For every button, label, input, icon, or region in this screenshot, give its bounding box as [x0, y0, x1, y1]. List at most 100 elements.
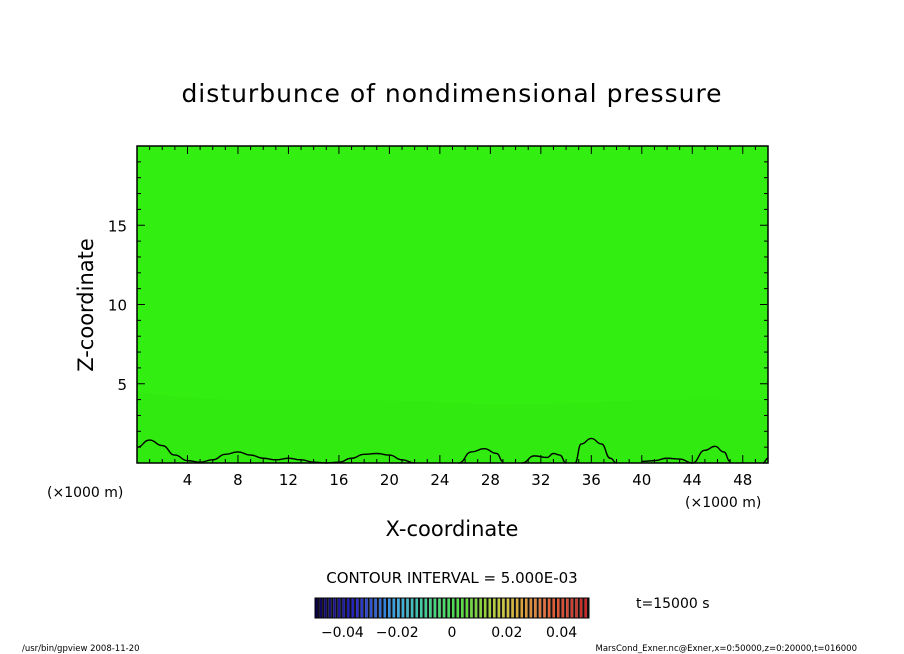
- colorbar-gap: [449, 598, 452, 618]
- y-axis-label: Z-coordinate: [74, 238, 98, 372]
- colorbar-gap: [486, 598, 489, 618]
- colorbar-gap: [559, 598, 562, 618]
- x-axis-tick-labels: 4 8 12 16 20 24 28 32 36 40 44 48: [183, 471, 753, 489]
- y-tick-label: 10: [108, 297, 127, 315]
- colorbar-stripe: [520, 598, 524, 618]
- x-tick-label: 8: [233, 471, 243, 489]
- x-tick-label: 20: [380, 471, 399, 489]
- colorbar-stripe: [333, 598, 336, 618]
- colorbar-gap: [326, 598, 329, 618]
- contour-line-3: [521, 452, 567, 464]
- colorbar-gap: [390, 598, 393, 618]
- colorbar-stripe: [502, 598, 505, 618]
- colorbar-stripe: [575, 598, 578, 618]
- colorbar-gap: [358, 598, 361, 618]
- colorbar-gap: [413, 598, 416, 618]
- colorbar-gap: [459, 598, 462, 618]
- x-tick-label: 16: [329, 471, 348, 489]
- colorbar-stripe: [342, 598, 345, 618]
- y-unit-label: (×1000 m): [47, 485, 123, 501]
- colorbar-gap: [518, 598, 521, 618]
- plot-area: [136, 145, 769, 464]
- colorbar-stripe: [337, 598, 341, 618]
- colorbar-gap: [436, 598, 439, 618]
- x-tick-label: 36: [582, 471, 601, 489]
- colorbar-stripe: [579, 598, 583, 618]
- colorbar-stripe: [388, 598, 391, 618]
- colorbar-gap: [395, 598, 398, 618]
- colorbar-gap: [372, 598, 375, 618]
- colorbar-stripe: [497, 598, 501, 618]
- colorbar-gap: [532, 598, 535, 618]
- colorbar-stripe: [392, 598, 396, 618]
- colorbar-gap: [541, 598, 544, 618]
- x-axis-ticks: [136, 146, 769, 463]
- colorbar-stripe: [433, 598, 437, 618]
- colorbar-stripe: [397, 598, 400, 618]
- colorbar-stripe: [401, 598, 405, 618]
- colorbar-stripe: [356, 598, 359, 618]
- colorbar-stripe: [465, 598, 469, 618]
- x-tick-label: 48: [733, 471, 752, 489]
- colorbar-gap: [573, 598, 576, 618]
- x-tick-label: 12: [279, 471, 298, 489]
- colorbar-gap: [554, 598, 558, 618]
- colorbar-gap: [440, 598, 443, 618]
- colorbar-stripe: [566, 598, 569, 618]
- colorbar-stripe: [511, 598, 514, 618]
- colorbar-stripe: [543, 598, 546, 618]
- colorbar-tick-label: 0: [448, 625, 457, 641]
- colorbar-stripe: [493, 598, 496, 618]
- colorbar-gap: [381, 598, 384, 618]
- colorbar-stripe: [570, 598, 574, 618]
- y-tick-label: 5: [117, 376, 127, 394]
- colorbar-gap: [468, 598, 471, 618]
- colorbar-tick-label: −0.02: [376, 625, 419, 641]
- colorbar-gap: [481, 598, 484, 618]
- colorbar-stripe: [461, 598, 464, 618]
- x-unit-label: (×1000 m): [685, 495, 761, 511]
- colorbar-gap: [454, 598, 457, 618]
- colorbar-stripe: [415, 598, 418, 618]
- colorbar-gap: [335, 598, 338, 618]
- x-tick-label: 44: [683, 471, 702, 489]
- footer-left: /usr/bin/gpview 2008-11-20: [22, 644, 140, 654]
- x-tick-label: 28: [481, 471, 500, 489]
- colorbar-gap: [408, 598, 411, 618]
- colorbar-frame: [314, 597, 590, 619]
- colorbar-stripe: [515, 598, 519, 618]
- colorbar-stripe: [452, 598, 455, 618]
- colorbar-gap: [504, 598, 507, 618]
- colorbar-gap: [513, 598, 516, 618]
- colorbar: [315, 598, 589, 618]
- colorbar-stripe: [474, 598, 478, 618]
- colorbar-gap: [445, 598, 448, 618]
- colorbar-stripe: [429, 598, 432, 618]
- colorbar-stripe: [447, 598, 450, 618]
- colorbar-stripe: [506, 598, 510, 618]
- chart-title: disturbunce of nondimensional pressure: [181, 79, 722, 108]
- colorbar-stripe: [424, 598, 428, 618]
- colorbar-gap: [349, 598, 352, 618]
- y-axis-ticks: [137, 145, 768, 464]
- colorbar-stripe: [584, 598, 587, 618]
- colorbar-gap: [386, 598, 389, 618]
- colorbar-gap: [427, 598, 430, 618]
- colorbar-stripe: [324, 598, 327, 618]
- colorbar-stripe: [365, 598, 368, 618]
- field-shading: [137, 391, 768, 463]
- colorbar-stripe: [525, 598, 528, 618]
- colorbar-gap: [586, 598, 589, 618]
- colorbar-stripe: [552, 598, 555, 618]
- colorbar-gap: [422, 598, 425, 618]
- colorbar-gap: [363, 598, 366, 618]
- colorbar-stripe: [378, 598, 382, 618]
- colorbar-tick-labels: −0.04 −0.02 0 0.02 0.04: [321, 625, 577, 641]
- colorbar-gap: [322, 598, 325, 618]
- colorbar-stripe: [420, 598, 423, 618]
- colorbar-stripe: [346, 598, 350, 618]
- colorbar-gap: [491, 598, 494, 618]
- time-label: t=15000 s: [636, 596, 710, 612]
- colorbar-gap: [417, 598, 421, 618]
- colorbar-stripe: [470, 598, 473, 618]
